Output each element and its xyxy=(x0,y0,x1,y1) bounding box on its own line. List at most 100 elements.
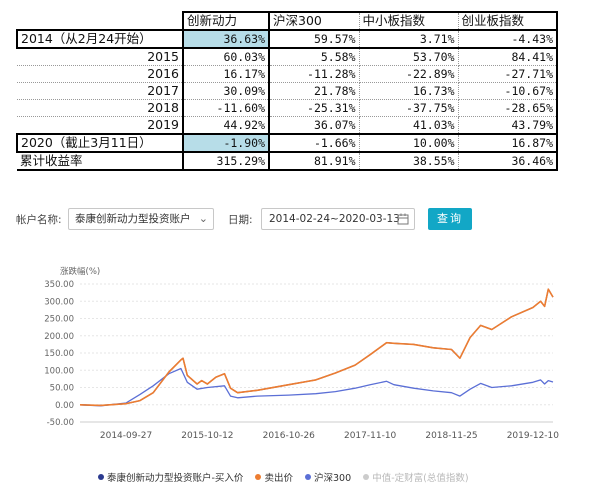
y-tick-label: 100.00 xyxy=(44,366,74,376)
table-row: 2016 16.17% -11.28% -22.89% -27.71% xyxy=(17,65,558,83)
y-tick-label: 200.00 xyxy=(44,332,74,342)
cell: 16.17% xyxy=(182,65,270,83)
x-tick-label: 2019-12-10 xyxy=(507,431,560,441)
table-row: 2019 44.92% 36.07% 41.03% 43.79% xyxy=(17,116,558,135)
table-row: 2020（截止3月11日） -1.90% -1.66% 10.00% 16.87… xyxy=(16,133,558,153)
cell: -11.28% xyxy=(269,65,360,83)
query-button[interactable]: 查询 xyxy=(428,208,472,230)
cell: 36.46% xyxy=(458,152,558,171)
cell: -37.75% xyxy=(359,99,459,117)
row-label: 2017 xyxy=(17,82,184,100)
account-select[interactable]: 泰康创新动力型投资账户 ⌄ xyxy=(68,208,214,230)
series-line-2 xyxy=(79,367,554,407)
date-label: 日期: xyxy=(228,214,253,226)
row-label: 累计收益率 xyxy=(17,152,184,171)
legend-label: 沪深300 xyxy=(314,473,352,484)
x-tick-label: 2015-10-12 xyxy=(181,431,233,441)
cell: 5.58% xyxy=(269,48,360,66)
legend-dot-icon xyxy=(98,474,104,480)
cell: -22.89% xyxy=(359,65,459,83)
cell: -28.65% xyxy=(458,99,558,117)
returns-table: 创新动力 沪深300 中小板指数 创业板指数 2014（从2月24开始） 36.… xyxy=(16,11,558,171)
x-tick-label: 2018-11-25 xyxy=(425,431,477,441)
header-hs300: 沪深300 xyxy=(269,11,360,31)
series-line-1 xyxy=(79,288,554,407)
cell: -10.67% xyxy=(458,82,558,100)
y-axis-label: 涨跌幅(%) xyxy=(60,266,100,277)
chart-grid xyxy=(80,283,553,423)
date-range-value: 2014-02-24~2020-03-13 xyxy=(269,213,400,225)
table-row: 2018 -11.60% -25.31% -37.75% -28.65% xyxy=(17,99,558,117)
legend-item-benchmark[interactable]: 中值-定财富(总值指数) xyxy=(363,473,469,484)
x-tick-label: 2016-10-26 xyxy=(263,431,316,441)
chart-series xyxy=(79,288,554,407)
y-tick-label: 350.00 xyxy=(44,280,74,290)
cell: -1.66% xyxy=(269,133,360,153)
cell: -11.60% xyxy=(182,99,270,117)
legend-item-sell-price[interactable]: 卖出价 xyxy=(255,473,293,484)
table-header-row: 创新动力 沪深300 中小板指数 创业板指数 xyxy=(17,11,558,31)
header-zhongxiaoban: 中小板指数 xyxy=(359,11,459,31)
legend-item-hs300[interactable]: 沪深300 xyxy=(305,473,351,484)
y-tick-label: 150.00 xyxy=(44,349,74,359)
chevron-down-icon: ⌄ xyxy=(198,212,208,225)
legend-label: 卖出价 xyxy=(264,473,293,484)
cell: 44.92% xyxy=(182,116,270,135)
cell: 41.03% xyxy=(359,116,459,135)
y-tick-label: 0.00 xyxy=(55,401,74,411)
table-row: 2014（从2月24开始） 36.63% 59.57% 3.71% -4.43% xyxy=(16,29,558,49)
row-label: 2015 xyxy=(17,48,184,66)
legend-dot-icon xyxy=(363,474,370,480)
row-label: 2016 xyxy=(17,65,184,83)
x-axis-ticks: 2014-09-27 2015-10-12 2016-10-26 2017-11-10… xyxy=(100,431,559,441)
row-label: 2019 xyxy=(17,116,184,135)
row-label: 2014（从2月24开始） xyxy=(16,29,184,49)
cell: 21.78% xyxy=(269,82,360,100)
cell: 60.03% xyxy=(182,48,270,66)
cell: 38.55% xyxy=(359,152,459,171)
row-label: 2018 xyxy=(17,99,184,117)
legend-label: 中值-定财富(总值指数) xyxy=(372,473,469,484)
cell: 3.71% xyxy=(359,29,459,49)
y-tick-label: 300.00 xyxy=(44,297,74,307)
x-tick-label: 2017-11-10 xyxy=(344,431,397,441)
y-axis-ticks: 350.00 300.00 250.00 200.00 150.00 100.00 50.0… xyxy=(44,280,74,428)
cell: 53.70% xyxy=(359,48,459,66)
cell: -1.90% xyxy=(182,133,270,153)
cell: -25.31% xyxy=(269,99,360,117)
cell: -27.71% xyxy=(458,65,558,83)
cell: 36.63% xyxy=(182,29,270,49)
cell: 36.07% xyxy=(269,116,360,135)
header-chuangxin: 创新动力 xyxy=(182,11,270,31)
cell: 16.73% xyxy=(359,82,459,100)
return-line-chart: 涨跌幅(%) 350.00 300.00 250.00 200.00 150.00 100… xyxy=(44,266,559,441)
account-select-value: 泰康创新动力型投资账户 xyxy=(75,213,191,225)
x-tick-label: 2014-09-27 xyxy=(100,431,152,441)
legend-label: 泰康创新动力型投资账户-买入价 xyxy=(107,473,244,484)
cell: 81.91% xyxy=(269,152,360,171)
cell: 59.57% xyxy=(269,29,360,49)
cell: 84.41% xyxy=(458,48,558,66)
y-tick-label: 250.00 xyxy=(44,315,74,325)
cell: 10.00% xyxy=(359,133,459,153)
table-row-total: 累计收益率 315.29% 81.91% 38.55% 36.46% xyxy=(17,152,558,171)
account-label: 帐户名称: xyxy=(16,214,62,226)
row-label: 2020（截止3月11日） xyxy=(16,133,184,153)
calendar-icon[interactable] xyxy=(397,213,409,225)
chart-legend: 泰康创新动力型投资账户-买入价 卖出价 沪深300 中值-定财富(总值指数) xyxy=(98,470,478,484)
legend-dot-icon xyxy=(305,474,312,480)
cell: 30.09% xyxy=(182,82,270,100)
y-tick-label: -50.00 xyxy=(47,418,74,428)
header-blank xyxy=(17,12,184,31)
cell: 315.29% xyxy=(182,152,270,171)
cell: -4.43% xyxy=(458,29,558,49)
cell: 43.79% xyxy=(458,116,558,135)
table-row: 2015 60.03% 5.58% 53.70% 84.41% xyxy=(17,48,558,66)
legend-item-buy-price[interactable]: 泰康创新动力型投资账户-买入价 xyxy=(98,473,243,484)
table-row: 2017 30.09% 21.78% 16.73% -10.67% xyxy=(17,82,558,100)
legend-dot-icon xyxy=(255,474,262,480)
date-range-input[interactable]: 2014-02-24~2020-03-13 xyxy=(261,208,415,230)
cell: 16.87% xyxy=(458,133,558,153)
header-chuangyeban: 创业板指数 xyxy=(458,11,558,31)
y-tick-label: 50.00 xyxy=(50,384,74,394)
